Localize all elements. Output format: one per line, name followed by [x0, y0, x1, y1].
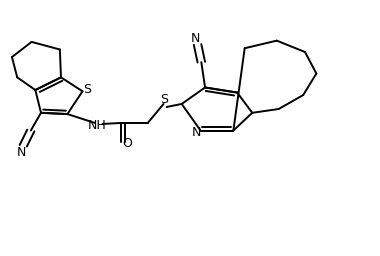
Text: S: S	[83, 83, 91, 96]
Text: NH: NH	[88, 120, 106, 132]
Text: N: N	[192, 126, 201, 139]
Text: S: S	[160, 93, 168, 106]
Text: O: O	[122, 137, 132, 151]
Text: N: N	[191, 31, 200, 45]
Text: N: N	[17, 146, 26, 158]
